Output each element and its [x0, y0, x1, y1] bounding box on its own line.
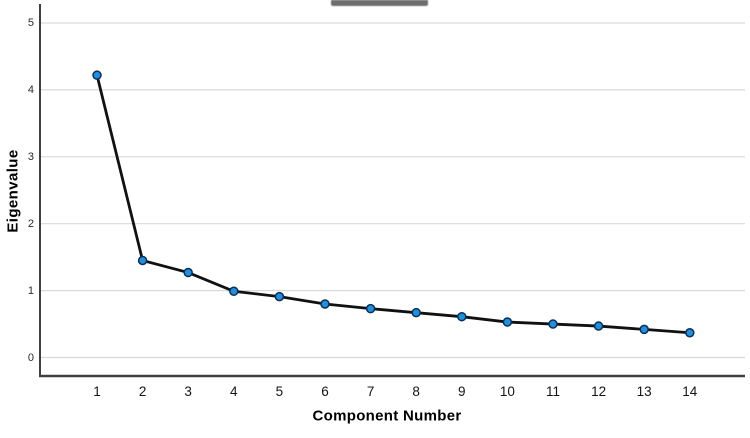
x-tick-label: 5 [275, 384, 284, 399]
data-point [593, 321, 604, 331]
data-point [457, 311, 467, 322]
data-point [411, 307, 421, 318]
data-point [365, 303, 376, 314]
x-tick-label: 13 [636, 384, 652, 399]
data-point [502, 317, 513, 327]
y-tick-label: 0 [27, 351, 34, 364]
y-axis-title-text: Eigenvalue [4, 149, 22, 233]
eigenvalue-curve [95, 73, 692, 335]
data-point [92, 70, 102, 80]
data-point [548, 319, 558, 329]
x-tick-label: 8 [412, 384, 420, 399]
data-point [639, 324, 649, 335]
data-point [137, 255, 148, 266]
x-tick-label: 14 [682, 384, 698, 399]
x-tick-label: 10 [499, 384, 515, 399]
x-tick-label: 4 [230, 384, 238, 399]
x-tick-label: 12 [591, 384, 607, 399]
data-point [685, 327, 695, 338]
x-tick-label: 2 [138, 384, 147, 399]
data-point [229, 286, 239, 297]
y-tick-label: 4 [27, 83, 34, 96]
x-tick-label: 3 [184, 384, 192, 399]
data-point [274, 291, 285, 302]
data-point [320, 299, 330, 309]
x-tick-label: 7 [366, 384, 375, 399]
x-tick-label: 11 [545, 384, 560, 399]
x-axis-title-text: Component Number [312, 407, 462, 425]
y-tick-label: 3 [27, 150, 34, 163]
y-tick-label: 1 [27, 284, 34, 297]
x-tick-label: 9 [458, 384, 466, 399]
y-tick-label: 5 [27, 17, 34, 29]
x-tick-label: 1 [93, 384, 101, 399]
data-point [183, 267, 193, 278]
y-tick-label: 2 [27, 217, 34, 230]
x-tick-label: 6 [321, 384, 329, 399]
cropped-title-remnant [331, 0, 428, 6]
